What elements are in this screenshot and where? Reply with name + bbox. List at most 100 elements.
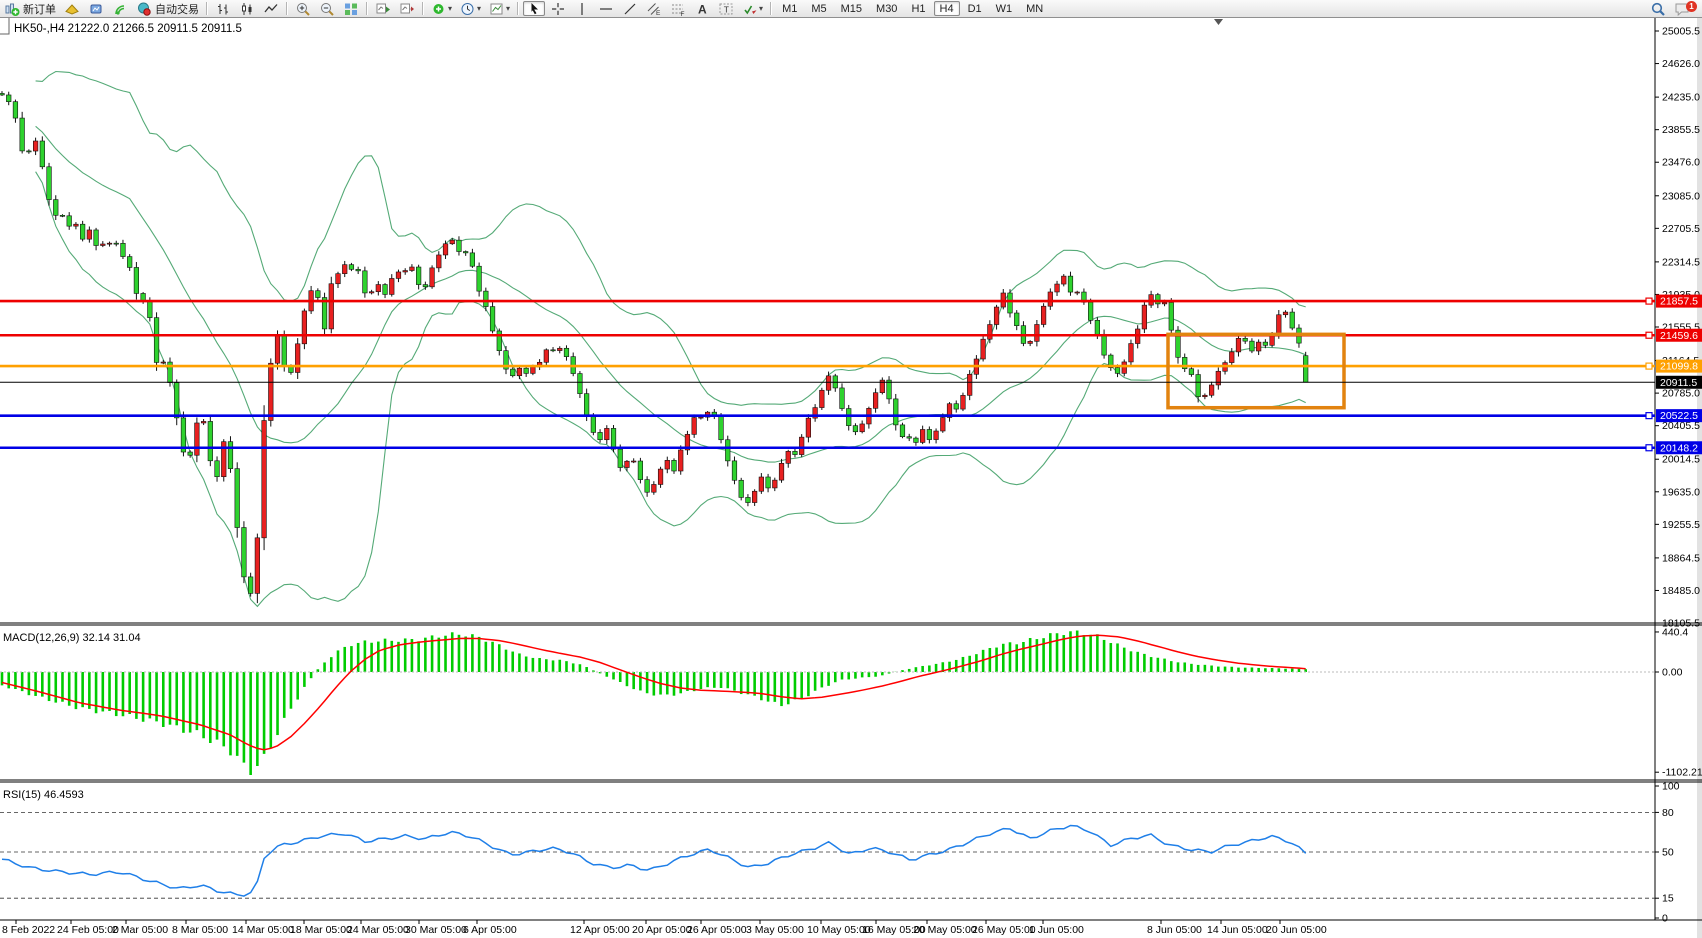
indicators-button[interactable]: ▾	[428, 1, 455, 16]
svg-text:F: F	[681, 11, 685, 17]
toolbar-separator	[366, 2, 368, 15]
rsi-level-label: 50	[1662, 847, 1674, 859]
time-axis[interactable]: 8 Feb 2022 24 Feb 05:002 Mar 05:00 8 Mar 0…	[2, 920, 1327, 936]
price-axis[interactable]: 25005.5 24626.0 24235.0 23855.5 23476.0 23085…	[1655, 26, 1702, 630]
line-handle[interactable]	[1645, 331, 1653, 339]
vertical-line-button[interactable]	[571, 1, 593, 16]
line-handle[interactable]	[1645, 412, 1653, 420]
search-button[interactable]	[1647, 1, 1669, 16]
line-handle[interactable]	[1645, 444, 1653, 452]
price-tick: 19635.0	[1662, 486, 1700, 498]
text-icon: A	[698, 2, 707, 16]
tf-m5-label: M5	[811, 2, 827, 15]
chart-objects[interactable]	[0, 297, 1655, 452]
date-label: 1 Jun 05:00	[1029, 924, 1084, 936]
horizontal-line-icon	[600, 7, 613, 10]
chart-shift-button[interactable]	[396, 1, 418, 16]
line-handle[interactable]	[1645, 362, 1653, 370]
tf-d1-label: D1	[967, 2, 982, 15]
date-label: 8 Mar 05:00	[172, 924, 228, 936]
tf-mn-button[interactable]: MN	[1020, 1, 1049, 16]
date-label: 20 Apr 05:00	[632, 924, 692, 936]
tf-mn-label: MN	[1026, 2, 1044, 15]
equidistant-channel-button[interactable]: E	[643, 1, 665, 17]
periods-button[interactable]: ▾	[457, 1, 484, 16]
tf-d1-button[interactable]: D1	[962, 1, 988, 16]
notifications-button[interactable]: 1	[1671, 1, 1697, 16]
tf-m15-button[interactable]: M15	[835, 1, 868, 16]
price-tick: 20405.5	[1662, 420, 1700, 432]
charts-button[interactable]	[61, 1, 83, 16]
hline-support-1[interactable]	[0, 412, 1655, 420]
text-label-icon: T	[719, 3, 733, 14]
tf-m30-label: M30	[876, 2, 898, 15]
autotrading-button[interactable]: 自动交易	[133, 1, 202, 16]
chart-shift-icon	[400, 3, 414, 13]
candle-chart-button[interactable]	[236, 1, 258, 16]
fibonacci-icon: F	[672, 4, 685, 17]
svg-text:20522.5: 20522.5	[1660, 410, 1698, 422]
rsi-label: RSI(15) 46.4593	[3, 789, 84, 801]
toolbar-separator	[286, 2, 288, 15]
tf-m1-button[interactable]: M1	[776, 1, 803, 16]
auto-scroll-icon	[376, 3, 390, 13]
date-label: 12 Apr 05:00	[570, 924, 630, 936]
date-label: 26 May 05:00	[972, 924, 1036, 936]
tf-m5-button[interactable]: M5	[805, 1, 832, 16]
trendline-button[interactable]	[619, 1, 641, 16]
tf-m30-button[interactable]: M30	[870, 1, 903, 16]
hline-resistance-1[interactable]	[0, 297, 1655, 305]
date-label: 16 May 05:00	[862, 924, 926, 936]
hline-pivot-orange[interactable]	[0, 362, 1655, 370]
zoom-out-button[interactable]	[316, 1, 338, 16]
tile-windows-button[interactable]	[340, 1, 362, 16]
price-tick: 23476.0	[1662, 157, 1700, 169]
rsi-pane: 100 80 50 15 0	[0, 781, 1680, 925]
profiles-button[interactable]	[85, 1, 107, 16]
tf-h1-button[interactable]: H1	[905, 1, 931, 16]
horizontal-line-button[interactable]	[595, 1, 617, 16]
highlight-rectangle[interactable]	[1166, 332, 1346, 410]
zoom-in-icon	[297, 2, 310, 16]
price-label-support-2: 20148.2	[1656, 441, 1702, 454]
current-price-label: 20911.5	[1656, 375, 1702, 389]
signals-button[interactable]	[109, 1, 131, 16]
text-label-button[interactable]: T	[715, 1, 737, 16]
signals-icon	[115, 4, 125, 15]
rsi-level-label: 100	[1662, 781, 1680, 793]
date-label: 26 Apr 05:00	[687, 924, 747, 936]
rsi-line	[1, 824, 1307, 897]
zoom-out-icon	[321, 2, 334, 16]
autotrading-icon	[138, 2, 151, 16]
line-handle[interactable]	[1645, 297, 1653, 305]
template-button[interactable]: ▾	[486, 1, 513, 16]
rsi-level-label: 0	[1662, 913, 1668, 925]
price-tick: 22314.5	[1662, 256, 1700, 268]
svg-text:E: E	[656, 10, 661, 17]
arrows-button[interactable]: ▾	[739, 1, 766, 16]
date-label: 2 Mar 05:00	[112, 924, 168, 936]
line-chart-button[interactable]	[260, 1, 282, 16]
tf-h4-button[interactable]: H4	[933, 1, 960, 16]
zoom-in-button[interactable]	[292, 1, 314, 16]
chart-tab-edge	[0, 17, 10, 35]
vertical-line-icon	[581, 2, 583, 15]
new-order-button[interactable]: 新订单	[1, 1, 59, 16]
cursor-button[interactable]	[523, 1, 546, 16]
text-button[interactable]: A	[691, 1, 713, 16]
bar-chart-button[interactable]	[212, 1, 234, 16]
fibonacci-button[interactable]: F	[667, 1, 689, 17]
crosshair-button[interactable]	[547, 1, 569, 16]
date-label: 14 Jun 05:00	[1207, 924, 1268, 936]
charts-icon	[65, 3, 79, 15]
tf-m15-label: M15	[840, 2, 863, 15]
tf-w1-button[interactable]: W1	[990, 1, 1019, 16]
auto-scroll-button[interactable]	[372, 1, 394, 16]
chart-shift-marker[interactable]	[1214, 19, 1223, 25]
price-tick: 25005.5	[1662, 26, 1700, 38]
tf-h1-label: H1	[911, 2, 926, 15]
hline-resistance-2[interactable]	[0, 331, 1655, 339]
hline-support-2[interactable]	[0, 444, 1655, 452]
window-edge	[1697, 0, 1702, 938]
toolbar-separator	[422, 2, 424, 15]
